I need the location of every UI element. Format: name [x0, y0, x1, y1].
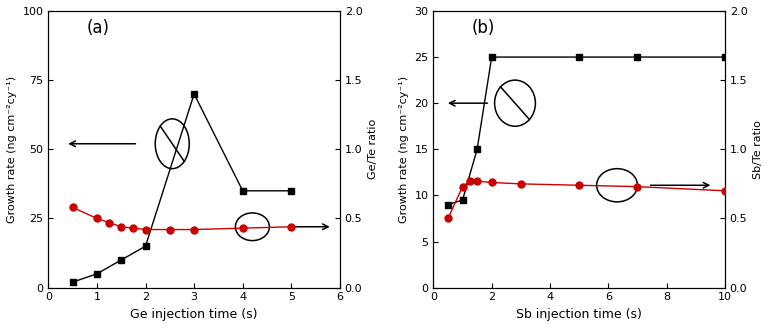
Text: (a): (a) [86, 19, 109, 37]
Text: (b): (b) [471, 19, 494, 37]
X-axis label: Sb injection time (s): Sb injection time (s) [516, 308, 642, 321]
X-axis label: Ge injection time (s): Ge injection time (s) [130, 308, 258, 321]
Y-axis label: Ge/Te ratio: Ge/Te ratio [368, 119, 378, 179]
Y-axis label: Sb/Te ratio: Sb/Te ratio [753, 120, 763, 179]
Y-axis label: Growth rate (ng cm⁻²cy⁻¹): Growth rate (ng cm⁻²cy⁻¹) [399, 76, 409, 223]
Y-axis label: Growth rate (ng cm⁻²cy⁻¹): Growth rate (ng cm⁻²cy⁻¹) [7, 76, 17, 223]
